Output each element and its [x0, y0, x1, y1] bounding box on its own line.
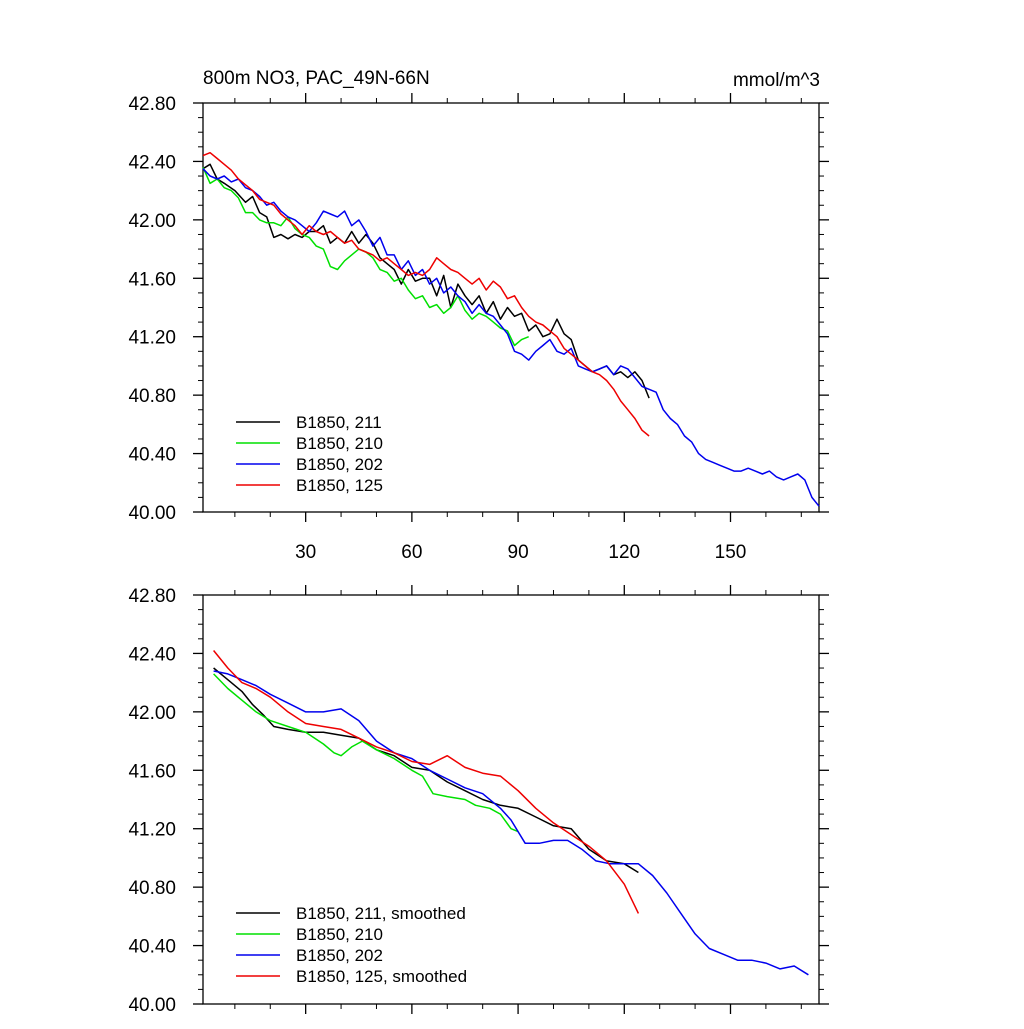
series-line-0	[213, 667, 639, 874]
y-tick-label: 40.80	[128, 386, 176, 407]
y-tick-label: 41.20	[128, 328, 176, 349]
y-tick-label: 42.40	[128, 152, 176, 173]
series-line-1	[202, 166, 529, 347]
y-tick-label: 42.40	[128, 644, 176, 665]
y-tick-label: 41.20	[128, 820, 176, 841]
x-tick-label: 150	[715, 542, 747, 563]
axes: 40.00 40.40 40.80 41.20 41.60 42.00 42.40 42.80	[128, 585, 829, 1016]
y-tick-label: 41.60	[128, 269, 176, 290]
y-tick-label: 40.40	[128, 445, 176, 466]
series-line-3	[213, 650, 640, 914]
x-tick-label: 60	[401, 542, 422, 563]
y-tick-label: 42.80	[128, 586, 176, 607]
x-tick-label: 120	[608, 542, 640, 563]
y-tick-label: 40.00	[128, 503, 176, 524]
legend-label: B1850, 202	[296, 946, 383, 965]
y-tick-label: 41.60	[128, 761, 176, 782]
legend: B1850, 211 B1850, 210 B1850, 202 B1850, 125	[236, 413, 383, 495]
top-panel: 800m NO3, PAC_49N-66N mmol/m^3 40.00 40.4…	[128, 68, 829, 563]
chart-title: 800m NO3, PAC_49N-66N	[203, 68, 430, 89]
legend-label: B1850, 211, smoothed	[296, 904, 466, 923]
series-lines	[202, 151, 820, 507]
y-tick-label: 40.40	[128, 937, 176, 958]
legend-label: B1850, 125, smoothed	[296, 967, 467, 986]
legend: B1850, 211, smoothed B1850, 210 B1850, 202…	[236, 904, 467, 986]
legend-label: B1850, 211	[296, 413, 382, 432]
series-lines	[213, 650, 809, 976]
y-tick-label: 42.00	[128, 703, 176, 724]
x-tick-label: 90	[508, 542, 529, 563]
x-tick-label: 30	[295, 542, 316, 563]
legend-label: B1850, 202	[296, 455, 383, 474]
legend-label: B1850, 210	[296, 925, 383, 944]
series-line-1	[213, 673, 519, 833]
y-tick-label: 40.80	[128, 878, 176, 899]
y-tick-label: 42.80	[128, 94, 176, 115]
series-line-2	[213, 670, 809, 976]
y-tick-label: 42.00	[128, 211, 176, 232]
legend-label: B1850, 125	[296, 476, 383, 495]
bottom-panel: 40.00 40.40 40.80 41.20 41.60 42.00 42.40 42.80…	[128, 585, 829, 1016]
units-label: mmol/m^3	[733, 70, 820, 91]
y-tick-label: 40.00	[128, 995, 176, 1016]
axes: 40.00 40.40 40.80 41.20 41.60 42.00 42.40 42.80…	[128, 93, 829, 563]
series-line-3	[202, 151, 650, 437]
series-line-0	[202, 163, 650, 399]
legend-label: B1850, 210	[296, 434, 383, 453]
series-line-2	[202, 168, 820, 507]
